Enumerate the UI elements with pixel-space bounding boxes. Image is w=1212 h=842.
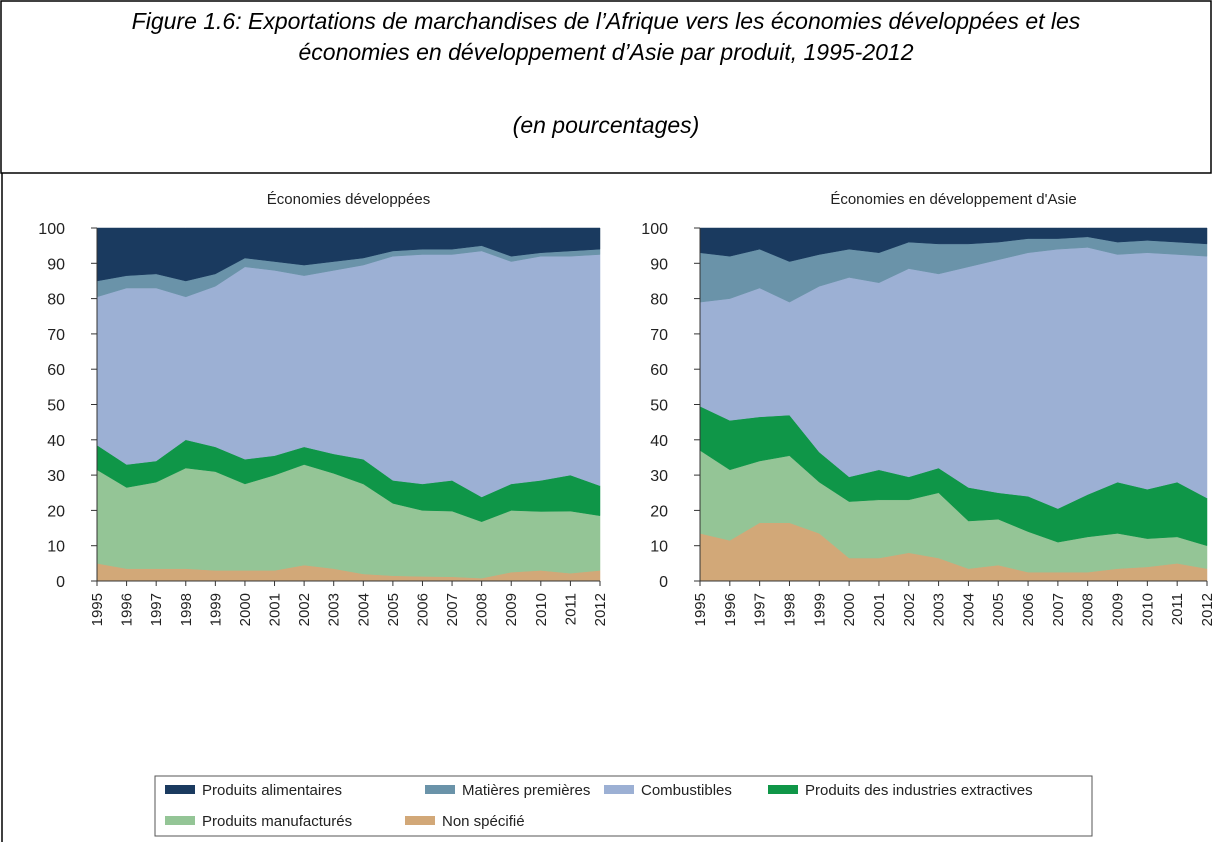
y-tick-label: 0 [659, 574, 668, 591]
x-tick-label: 1998 [178, 593, 195, 626]
y-tick-label: 20 [47, 503, 65, 520]
y-tick-label: 100 [38, 221, 65, 238]
x-tick-label: 2012 [1199, 593, 1212, 626]
x-tick-label: 1996 [119, 593, 136, 626]
x-tick-label: 1995 [692, 593, 709, 626]
x-tick-label: 2004 [355, 593, 372, 626]
x-tick-label: 2001 [871, 593, 888, 626]
x-tick-label: 1996 [722, 593, 739, 626]
x-tick-label: 2002 [296, 593, 313, 626]
y-tick-label: 10 [650, 539, 668, 556]
y-tick-label: 70 [47, 327, 65, 344]
legend-swatch [165, 785, 195, 794]
legend-label: Non spécifié [442, 813, 525, 830]
x-tick-label: 2006 [1020, 593, 1037, 626]
figure-subtitle: (en pourcentages) [512, 112, 700, 138]
x-tick-label: 2009 [503, 593, 520, 626]
x-tick-label: 2001 [267, 593, 284, 626]
x-tick-label: 2002 [901, 593, 918, 626]
y-tick-label: 70 [650, 327, 668, 344]
x-tick-label: 1998 [781, 593, 798, 626]
y-tick-label: 10 [47, 539, 65, 556]
y-tick-label: 60 [47, 362, 65, 379]
x-tick-label: 2010 [1139, 593, 1156, 626]
area [96, 227, 601, 282]
x-tick-label: 2008 [474, 593, 491, 626]
y-tick-label: 30 [47, 468, 65, 485]
x-tick-label: 1997 [752, 593, 769, 626]
x-tick-label: 2000 [237, 593, 254, 626]
area [699, 227, 1208, 262]
y-tick-label: 40 [47, 433, 65, 450]
x-tick-label: 2010 [533, 593, 550, 626]
x-tick-label: 2011 [562, 593, 579, 625]
y-tick-label: 100 [641, 221, 668, 238]
legend-swatch [768, 785, 798, 794]
legend-label: Produits des industries extractives [805, 782, 1033, 799]
panel-title: Économies en développement d'Asie [830, 191, 1076, 208]
y-tick-label: 50 [47, 398, 65, 415]
y-tick-label: 90 [650, 256, 668, 273]
x-tick-label: 2011 [1169, 593, 1186, 625]
x-tick-label: 2006 [414, 593, 431, 626]
legend-label: Combustibles [641, 782, 732, 799]
x-tick-label: 2007 [1050, 593, 1067, 626]
figure-title: Figure 1.6: Exportations de marchandises… [131, 8, 1081, 65]
y-tick-label: 80 [650, 292, 668, 309]
x-tick-label: 1999 [207, 593, 224, 626]
x-tick-label: 2000 [841, 593, 858, 626]
y-tick-label: 0 [56, 574, 65, 591]
x-tick-label: 2005 [990, 593, 1007, 626]
x-tick-label: 1995 [89, 593, 106, 626]
x-tick-label: 2007 [444, 593, 461, 626]
legend-swatch [604, 785, 634, 794]
x-tick-label: 2012 [592, 593, 609, 626]
legend-swatch [405, 816, 435, 825]
legend-swatch [425, 785, 455, 794]
y-tick-label: 60 [650, 362, 668, 379]
y-tick-label: 80 [47, 292, 65, 309]
x-tick-label: 2004 [960, 593, 977, 626]
x-tick-label: 2008 [1080, 593, 1097, 626]
x-tick-label: 2005 [385, 593, 402, 626]
y-tick-label: 20 [650, 503, 668, 520]
panel-title: Économies développées [267, 191, 430, 208]
legend-label: Matières premières [462, 782, 590, 799]
legend-label: Produits manufacturés [202, 813, 352, 830]
x-tick-label: 1997 [148, 593, 165, 626]
y-tick-label: 30 [650, 468, 668, 485]
title-box [0, 0, 1212, 174]
x-tick-label: 2003 [326, 593, 343, 626]
x-tick-label: 2003 [931, 593, 948, 626]
y-tick-label: 50 [650, 398, 668, 415]
y-tick-label: 90 [47, 256, 65, 273]
legend-swatch [165, 816, 195, 825]
legend-label: Produits alimentaires [202, 782, 342, 799]
y-tick-label: 40 [650, 433, 668, 450]
x-tick-label: 1999 [811, 593, 828, 626]
x-tick-label: 2009 [1110, 593, 1127, 626]
